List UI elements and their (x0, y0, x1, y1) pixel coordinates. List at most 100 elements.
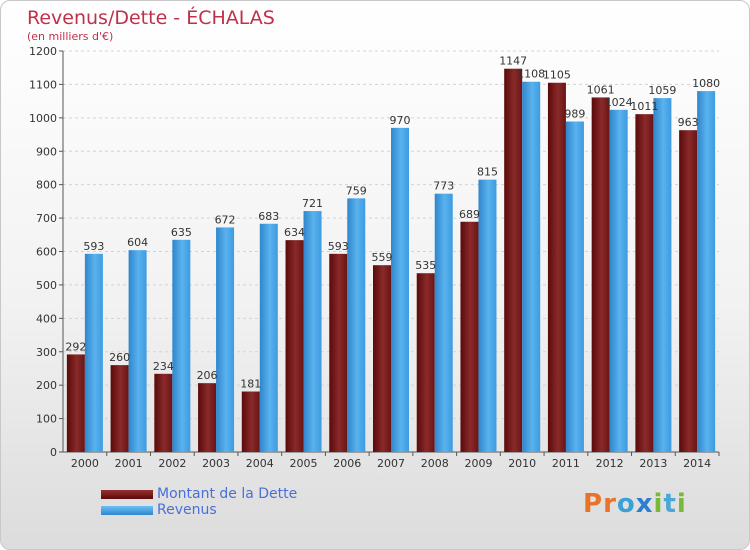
bar-revenue (434, 193, 453, 453)
y-tick-label: 200 (36, 379, 57, 392)
legend-label-revenue: Revenus (157, 502, 217, 518)
x-tick-label: 2010 (508, 457, 536, 470)
x-tick-label: 2007 (377, 457, 405, 470)
x-tick-label: 2014 (683, 457, 711, 470)
logo-letter: x (635, 489, 654, 519)
data-label-revenue: 1024 (605, 96, 633, 109)
x-tick-label: 2005 (290, 457, 318, 470)
logo-letter: i (653, 489, 664, 519)
bar-debt (460, 221, 479, 452)
bar-debt (66, 354, 85, 452)
data-label-revenue: 1059 (648, 84, 676, 97)
bar-debt (416, 273, 435, 452)
data-label-revenue: 970 (390, 114, 411, 127)
logo-letter: P (583, 489, 604, 519)
bar-revenue (522, 81, 541, 452)
data-label-debt: 260 (109, 351, 130, 364)
data-label-revenue: 759 (346, 184, 367, 197)
bar-revenue (653, 98, 672, 453)
y-tick-label: 1000 (29, 112, 57, 125)
data-label-debt: 689 (459, 208, 480, 221)
y-tick-label: 500 (36, 279, 57, 292)
bar-debt (154, 373, 173, 452)
x-tick-label: 2000 (71, 457, 99, 470)
x-tick-label: 2008 (421, 457, 449, 470)
x-tick-label: 2004 (246, 457, 274, 470)
legend-label-debt: Montant de la Dette (157, 486, 298, 502)
logo-letter: o (616, 489, 636, 519)
bar-revenue (347, 198, 366, 452)
y-tick-label: 400 (36, 312, 57, 325)
bar-debt (241, 391, 260, 452)
data-label-revenue: 989 (564, 108, 585, 121)
data-label-revenue: 1080 (692, 77, 720, 90)
x-tick-label: 2001 (115, 457, 143, 470)
bar-debt (198, 383, 217, 452)
proxiti-logo: Proxiti (583, 489, 687, 519)
bar-debt (329, 253, 348, 452)
legend-swatch-debt (101, 490, 153, 499)
bar-debt (679, 130, 698, 452)
data-label-revenue: 635 (171, 226, 192, 239)
bar-revenue (128, 250, 147, 452)
data-label-revenue: 773 (433, 180, 454, 193)
data-label-revenue: 593 (83, 240, 104, 253)
x-tick-label: 2009 (464, 457, 492, 470)
bar-revenue (216, 227, 235, 452)
data-label-debt: 1011 (630, 100, 658, 113)
bar-revenue (697, 91, 716, 452)
data-label-debt: 634 (284, 226, 305, 239)
y-tick-label: 0 (50, 446, 57, 459)
data-label-revenue: 815 (477, 166, 498, 179)
logo-letter: r (603, 489, 617, 519)
y-tick-label: 600 (36, 246, 57, 259)
bar-revenue (391, 127, 409, 452)
y-tick-label: 800 (36, 179, 57, 192)
x-tick-label: 2012 (596, 457, 624, 470)
bar-debt (285, 240, 304, 452)
y-tick-label: 1100 (29, 78, 57, 91)
bar-revenue (303, 211, 322, 452)
data-label-debt: 234 (153, 360, 174, 373)
logo-letter: i (676, 489, 687, 519)
bar-debt (373, 265, 391, 452)
data-label-debt: 181 (240, 378, 261, 391)
data-label-revenue: 604 (127, 236, 148, 249)
logo-letter: t (663, 489, 677, 519)
bar-revenue (84, 253, 103, 452)
bar-debt (504, 68, 523, 453)
data-label-revenue: 683 (258, 210, 279, 223)
bar-revenue (259, 223, 278, 452)
y-tick-label: 900 (36, 145, 57, 158)
bar-revenue (172, 239, 191, 452)
bar-debt (110, 365, 129, 452)
y-tick-label: 300 (36, 346, 57, 359)
x-tick-label: 2011 (552, 457, 580, 470)
legend-swatch-revenue (101, 506, 153, 515)
x-tick-label: 2013 (639, 457, 667, 470)
bar-revenue (609, 109, 628, 453)
x-tick-label: 2006 (333, 457, 361, 470)
data-label-debt: 1147 (499, 55, 527, 68)
bar-debt (547, 82, 566, 452)
data-label-debt: 535 (415, 259, 436, 272)
x-tick-label: 2002 (158, 457, 186, 470)
data-label-debt: 206 (197, 369, 218, 382)
data-label-debt: 559 (372, 251, 393, 264)
data-label-revenue: 721 (302, 197, 323, 210)
bar-debt (591, 97, 610, 453)
y-tick-label: 1200 (29, 45, 57, 58)
bar-revenue (565, 121, 584, 453)
bar-debt (635, 114, 654, 452)
chart-title: Revenus/Dette - ÉCHALAS (27, 7, 275, 29)
data-label-debt: 1061 (587, 83, 615, 96)
chart-subtitle: (en milliers d'€) (27, 30, 114, 43)
data-label-revenue: 672 (215, 213, 236, 226)
data-label-debt: 1105 (543, 69, 571, 82)
data-label-debt: 593 (328, 240, 349, 253)
y-tick-label: 100 (36, 413, 57, 426)
y-tick-label: 700 (36, 212, 57, 225)
bar-revenue (478, 179, 497, 452)
